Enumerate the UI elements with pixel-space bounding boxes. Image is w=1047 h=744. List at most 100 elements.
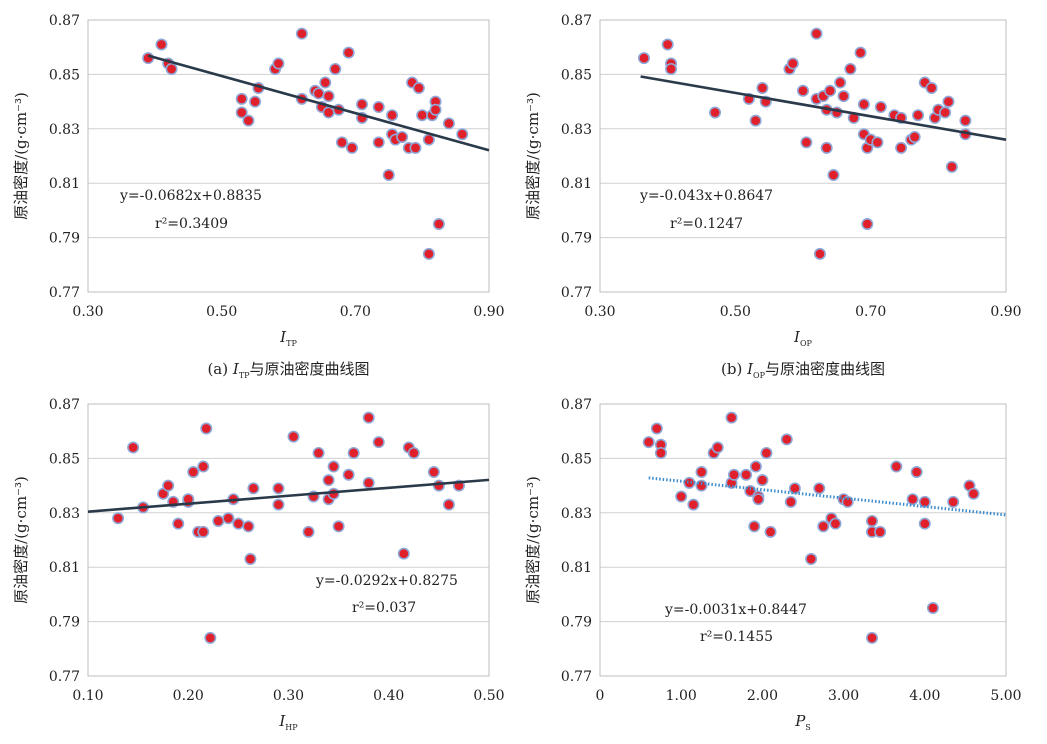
plot-frame xyxy=(87,19,490,293)
data-point xyxy=(675,490,688,503)
y-tick-label: 0.81 xyxy=(561,176,592,192)
caption-text: 与原油密度曲线图 xyxy=(765,360,885,378)
data-point xyxy=(200,422,213,435)
data-point xyxy=(329,62,342,75)
data-point xyxy=(312,446,325,459)
y-tick-label: 0.77 xyxy=(49,669,80,685)
data-point xyxy=(687,498,700,511)
regression-equation: y=-0.043x+0.8647 xyxy=(639,188,773,204)
y-tick-label: 0.87 xyxy=(49,13,80,29)
y-tick-label: 0.77 xyxy=(561,285,592,301)
data-point xyxy=(432,218,445,231)
data-point xyxy=(748,520,761,533)
data-point xyxy=(874,525,887,538)
x-axis-label-var: P xyxy=(794,712,806,730)
data-point xyxy=(235,106,248,119)
data-point xyxy=(861,218,874,231)
data-point xyxy=(654,446,667,459)
data-point xyxy=(212,514,225,527)
x-axis-label: PS xyxy=(794,712,811,732)
plot-frame xyxy=(599,19,1007,293)
plot-frame xyxy=(599,403,1007,677)
data-point xyxy=(112,512,125,525)
data-point xyxy=(272,482,285,495)
data-point xyxy=(844,62,857,75)
data-point xyxy=(820,141,833,154)
y-tick-label: 0.85 xyxy=(49,67,80,83)
data-point xyxy=(422,133,435,146)
data-point xyxy=(287,430,300,443)
data-point xyxy=(456,128,469,141)
x-tick-label: 0.70 xyxy=(855,304,886,320)
caption-text: 与原油密度曲线图 xyxy=(250,360,370,378)
x-tick-label: 5.00 xyxy=(990,688,1021,704)
x-axis-label-sub: HP xyxy=(285,723,298,732)
data-point xyxy=(187,465,200,478)
y-tick-label: 0.79 xyxy=(561,231,592,247)
x-axis-label-var: I xyxy=(793,328,801,346)
data-point xyxy=(319,76,332,89)
data-point xyxy=(650,422,663,435)
data-point xyxy=(895,141,908,154)
y-tick-label: 0.85 xyxy=(561,67,592,83)
caption-sub: TP xyxy=(239,371,250,380)
data-point xyxy=(967,487,980,500)
x-axis-label: IHP xyxy=(278,712,298,732)
data-point xyxy=(756,474,769,487)
trend-line xyxy=(87,478,490,513)
y-tick-label: 0.83 xyxy=(561,506,592,522)
data-point xyxy=(756,82,769,95)
data-point xyxy=(127,441,140,454)
data-point xyxy=(908,130,921,143)
data-point xyxy=(396,130,409,143)
y-tick-label: 0.79 xyxy=(49,615,80,631)
data-point xyxy=(412,82,425,95)
data-point xyxy=(372,101,385,114)
data-point xyxy=(382,169,395,182)
data-point xyxy=(841,495,854,508)
data-point xyxy=(727,468,740,481)
data-point xyxy=(788,482,801,495)
x-tick-label: 0.10 xyxy=(72,688,103,704)
x-tick-label: 0.50 xyxy=(720,304,751,320)
data-point xyxy=(749,114,762,127)
x-tick-label: 0.50 xyxy=(473,688,504,704)
data-point xyxy=(204,631,217,644)
y-tick-label: 0.79 xyxy=(561,615,592,631)
data-point xyxy=(312,87,325,100)
data-point xyxy=(345,141,358,154)
x-tick-label: 0.40 xyxy=(373,688,404,704)
data-point xyxy=(959,114,972,127)
figure-caption-a: (a) ITP与原油密度曲线图 xyxy=(207,360,369,380)
data-point xyxy=(232,517,245,530)
y-tick-label: 0.87 xyxy=(49,397,80,413)
data-point xyxy=(302,525,315,538)
data-point xyxy=(760,446,773,459)
caption-var: I xyxy=(232,360,240,378)
data-point xyxy=(800,136,813,149)
regression-equation: y=-0.0292x+0.8275 xyxy=(315,573,458,589)
data-point xyxy=(244,553,257,566)
data-point xyxy=(242,520,255,533)
trend-line xyxy=(640,75,1007,141)
data-point xyxy=(709,106,722,119)
data-point xyxy=(427,465,440,478)
x-tick-label: 0.90 xyxy=(990,304,1021,320)
data-point xyxy=(386,109,399,122)
r-squared-label: r²=0.1455 xyxy=(700,629,773,645)
data-point xyxy=(272,498,285,511)
data-point xyxy=(372,136,385,149)
data-point xyxy=(409,141,422,154)
data-point xyxy=(432,479,445,492)
y-tick-label: 0.85 xyxy=(561,451,592,467)
x-tick-label: 0.30 xyxy=(273,688,304,704)
data-point xyxy=(407,446,420,459)
chart-panel-2: 0.77 0.79 0.81 0.83 0.85 0.87 0.30 0.50 0.70 0.90… xyxy=(524,13,1022,348)
x-axis-label: ITP xyxy=(279,328,297,348)
data-point xyxy=(918,517,931,530)
data-point xyxy=(295,27,308,40)
data-point xyxy=(942,95,955,108)
data-point xyxy=(796,84,809,97)
data-point xyxy=(247,482,260,495)
